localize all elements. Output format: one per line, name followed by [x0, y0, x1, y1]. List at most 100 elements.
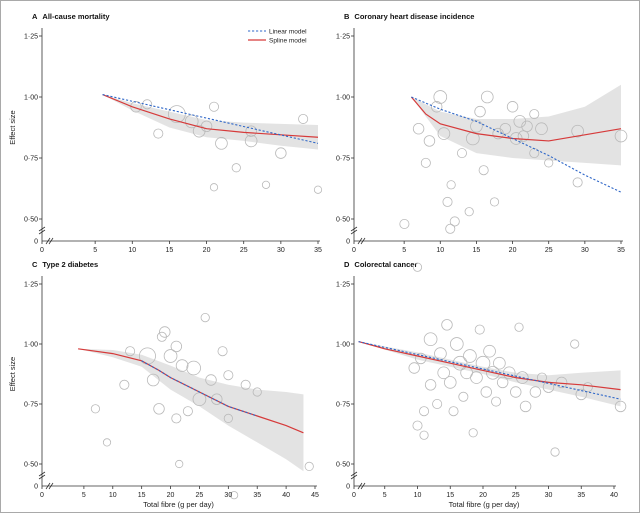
study-bubble: [570, 339, 580, 349]
study-bubble: [170, 340, 183, 353]
study-bubble: [412, 420, 423, 431]
study-bubble: [230, 491, 239, 500]
x-axis-break: [357, 237, 363, 245]
study-bubble: [412, 123, 425, 135]
x-tick-label: 15: [166, 247, 174, 254]
y-axis-break: [38, 474, 46, 480]
x-tick-label: 40: [610, 492, 618, 499]
x-tick-label: 0: [352, 492, 356, 499]
x-tick-label: 5: [93, 247, 97, 254]
study-bubble: [419, 406, 430, 417]
study-bubble: [470, 371, 483, 384]
study-bubble: [119, 379, 130, 390]
x-tick-label: 30: [545, 492, 553, 499]
x-axis-break: [360, 237, 366, 245]
study-bubble: [163, 349, 178, 363]
study-bubble: [572, 177, 583, 188]
y-tick-label: 0·50: [336, 462, 350, 469]
x-tick-label: 20: [203, 247, 211, 254]
study-bubble: [474, 105, 486, 118]
panel-title: C Type 2 diabetes: [32, 260, 98, 269]
study-bubble: [433, 90, 448, 104]
study-bubble: [478, 165, 489, 176]
study-bubble: [443, 376, 457, 389]
y-tick-label: 0: [346, 239, 350, 246]
study-bubble: [470, 119, 483, 133]
study-bubble: [529, 386, 542, 398]
study-bubble: [240, 379, 251, 390]
y-axis-break: [38, 471, 46, 477]
x-axis-break: [48, 237, 54, 245]
study-bubble: [614, 400, 627, 413]
study-bubble: [208, 101, 220, 112]
study-bubble: [582, 382, 593, 393]
study-bubble: [496, 376, 509, 389]
study-bubble: [168, 105, 186, 123]
study-bubble: [153, 128, 164, 139]
study-bubble: [245, 125, 257, 137]
x-tick-label: 40: [282, 492, 290, 499]
y-tick-label: 1·00: [336, 95, 350, 102]
y-axis-label: Effect size: [8, 110, 17, 144]
spline-line: [410, 96, 622, 142]
study-bubble: [535, 122, 548, 136]
study-bubble: [142, 99, 153, 110]
study-bubble: [437, 127, 451, 140]
study-bubble: [412, 262, 423, 272]
y-tick-label: 1·00: [24, 95, 38, 102]
x-tick-label: 10: [128, 247, 136, 254]
x-tick-label: 5: [383, 492, 387, 499]
panel-letter: D: [344, 260, 350, 269]
x-tick-label: 20: [479, 492, 487, 499]
x-tick-label: 25: [512, 492, 520, 499]
panel-title-text: All-cause mortality: [42, 12, 110, 21]
x-tick-label: 30: [277, 247, 285, 254]
x-axis-break: [48, 482, 54, 490]
legend: Linear model Spline model: [248, 29, 307, 45]
study-bubble: [483, 344, 496, 358]
x-tick-label: 0: [40, 492, 44, 499]
panel-letter: C: [32, 260, 38, 269]
study-bubble: [261, 180, 271, 189]
panel-title: D Colorectal cancer: [344, 260, 417, 269]
y-axis-break: [350, 471, 358, 477]
study-bubble: [175, 359, 189, 372]
x-axis-break: [45, 482, 51, 490]
study-bubble: [419, 430, 429, 440]
study-bubble: [480, 90, 494, 104]
study-bubble: [536, 372, 547, 383]
study-bubble: [448, 406, 459, 417]
y-tick-label: 0·50: [24, 462, 38, 469]
study-bubble: [231, 163, 241, 173]
panel-title: A All-cause mortality: [32, 12, 110, 21]
y-axis-break: [350, 474, 358, 480]
study-bubble: [452, 355, 468, 371]
y-axis-break: [38, 229, 46, 235]
y-axis-break: [38, 226, 46, 232]
study-bubble: [521, 120, 533, 132]
x-tick-label: 35: [577, 492, 585, 499]
study-bubble: [437, 366, 451, 380]
study-bubble: [529, 109, 540, 120]
panel-title-text: Colorectal cancer: [354, 260, 417, 269]
study-bubble: [441, 319, 453, 331]
study-bubble: [182, 406, 193, 417]
spline-line: [102, 94, 319, 138]
legend-spline-label: Spline model: [269, 38, 307, 45]
study-bubble: [211, 393, 223, 405]
x-tick-label: 25: [545, 247, 553, 254]
study-bubble: [480, 386, 492, 398]
study-bubble: [130, 101, 142, 113]
study-bubble: [517, 130, 530, 142]
study-bubble: [544, 158, 554, 168]
study-bubble: [215, 137, 228, 150]
study-bubble: [489, 197, 500, 207]
y-tick-label: 1·25: [24, 34, 38, 41]
study-bubble: [445, 223, 456, 234]
y-tick-label: 1·00: [24, 342, 38, 349]
panel-c: C Type 2 diabetes 0·50 0·75 1·00 1·25 00 5 10 15 2…: [8, 260, 319, 509]
study-bubble: [491, 396, 502, 407]
study-bubble: [424, 379, 437, 391]
